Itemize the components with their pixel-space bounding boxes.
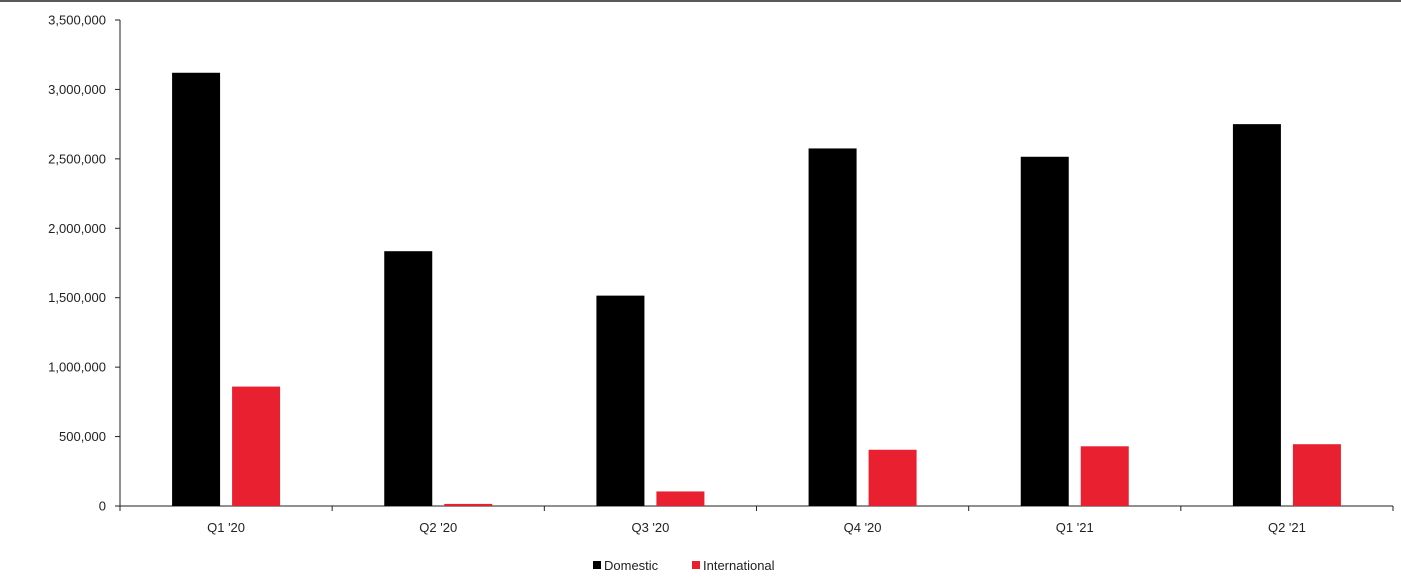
x-axis: Q1 '20 Q2 '20 Q3 '20 Q4 '20 Q1 '21 Q2 '21 — [119, 505, 1394, 535]
y-tick-label: 500,000 — [59, 429, 106, 444]
y-tick-label: 2,500,000 — [48, 151, 106, 166]
legend-label-international: International — [703, 558, 775, 573]
y-tick-label: 1,500,000 — [48, 290, 106, 305]
bar-domestic — [808, 148, 857, 506]
legend-label-domestic: Domestic — [604, 558, 659, 573]
y-tick-label: 1,000,000 — [48, 360, 106, 375]
legend-swatch-domestic — [593, 561, 601, 569]
x-tick-label: Q1 '21 — [1056, 520, 1094, 535]
y-tick-label: 3,500,000 — [48, 13, 106, 28]
x-tick-label: Q2 '21 — [1268, 520, 1306, 535]
x-tick-label: Q2 '20 — [419, 520, 457, 535]
x-tick-label: Q4 '20 — [844, 520, 882, 535]
x-tick-label: Q1 '20 — [207, 520, 245, 535]
bar-international — [232, 386, 281, 506]
bar-domestic — [1020, 156, 1069, 506]
y-tick-label: 0 — [99, 499, 106, 514]
bar-domestic — [384, 251, 433, 506]
bar-domestic — [1232, 124, 1281, 507]
bar-international — [868, 449, 917, 506]
legend-swatch-international — [692, 561, 700, 569]
bar-international — [656, 491, 705, 506]
bar-international — [444, 503, 493, 506]
bar-domestic — [172, 72, 221, 506]
legend: Domestic International — [593, 558, 775, 573]
y-tick-label: 2,000,000 — [48, 221, 106, 236]
y-axis: 0 500,000 1,000,000 1,500,000 2,000,000 2,500… — [48, 13, 121, 514]
bar-domestic — [596, 295, 645, 506]
bar-international — [1080, 446, 1129, 506]
x-tick-label: Q3 '20 — [631, 520, 669, 535]
bars-group — [172, 72, 1341, 507]
bar-international — [1292, 444, 1341, 506]
y-tick-label: 3,000,000 — [48, 82, 106, 97]
